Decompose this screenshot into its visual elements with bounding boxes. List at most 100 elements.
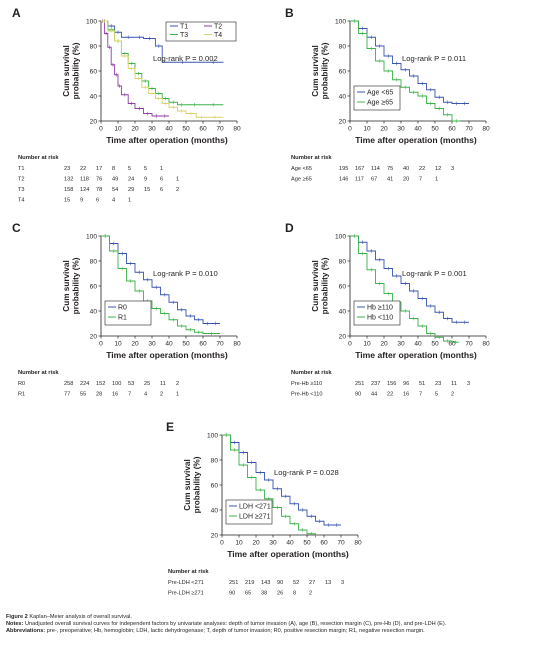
risk-cell: 12 <box>435 166 441 172</box>
x-tick-label: 50 <box>182 341 190 348</box>
panel-letter: C <box>12 221 21 235</box>
risk-cell: 1 <box>128 198 131 204</box>
risk-row-label: Age <65 <box>291 166 312 172</box>
x-tick-label: 0 <box>220 540 224 547</box>
x-tick-label: 10 <box>363 341 371 348</box>
y-tick-label: 60 <box>339 68 347 75</box>
risk-cell: 77 <box>64 392 70 398</box>
risk-row-label: T3 <box>18 187 25 193</box>
panel-letter: A <box>12 6 21 20</box>
risk-cell: 11 <box>451 381 457 387</box>
x-tick-label: 40 <box>414 126 422 133</box>
x-tick-label: 30 <box>397 126 405 133</box>
y-tick-label: 20 <box>339 118 347 125</box>
x-tick-label: 30 <box>148 341 156 348</box>
legend-label: T4 <box>214 32 222 39</box>
risk-cell: 7 <box>128 392 131 398</box>
risk-row-label: Pre-Hb ≥110 <box>291 381 322 387</box>
x-tick-label: 50 <box>431 126 439 133</box>
x-tick-label: 80 <box>482 341 490 348</box>
y-tick-label: 100 <box>335 18 346 25</box>
y-tick-label: 100 <box>86 233 97 240</box>
risk-row-label: T2 <box>18 177 25 183</box>
caption-abbreviations-label: Abbreviations: <box>6 628 46 635</box>
risk-cell: 55 <box>80 392 86 398</box>
y-tick-label: 20 <box>90 333 98 340</box>
caption-notes-text: Unadjusted overall survival curves for i… <box>24 621 447 628</box>
panel-e: E Cum survivalprobability (%) 20 40 60 80 100 0… <box>166 420 362 597</box>
risk-cell: 49 <box>112 177 118 183</box>
y-tick-label: 60 <box>90 283 98 290</box>
risk-cell: 4 <box>144 392 147 398</box>
x-tick-label: 10 <box>363 126 371 133</box>
x-tick-label: 40 <box>286 540 294 547</box>
legend-label: T1 <box>180 24 188 31</box>
x-tick-label: 30 <box>397 341 405 348</box>
risk-cell: 158 <box>64 187 73 193</box>
risk-cell: 17 <box>96 166 102 172</box>
x-tick-label: 0 <box>99 126 103 133</box>
risk-cell: 28 <box>96 392 102 398</box>
x-axis-title: Time after operation (months) <box>227 549 349 559</box>
x-tick-label: 10 <box>235 540 243 547</box>
risk-row-label: R0 <box>18 381 25 387</box>
y-axis-title-line: probability (%) <box>72 42 81 99</box>
risk-cell: 251 <box>355 381 364 387</box>
risk-cell: 132 <box>64 177 73 183</box>
risk-cell: 90 <box>277 580 283 586</box>
risk-cell: 2 <box>160 392 163 398</box>
series-line-t4 <box>101 20 224 118</box>
risk-cell: 75 <box>387 166 393 172</box>
risk-cell: 67 <box>371 177 377 183</box>
y-tick-label: 100 <box>86 18 97 25</box>
y-tick-label: 80 <box>90 43 98 50</box>
legend-label: T2 <box>214 24 222 31</box>
y-tick-label: 100 <box>335 233 346 240</box>
risk-cell: 3 <box>451 166 454 172</box>
risk-cell: 117 <box>355 177 364 183</box>
x-tick-label: 20 <box>131 126 139 133</box>
caption-abbreviations-text: pre-, preoperative; Hb, hemoglobin; LDH,… <box>46 628 425 635</box>
x-tick-label: 40 <box>165 126 173 133</box>
x-tick-label: 20 <box>131 341 139 348</box>
legend-label: Hb ≥110 <box>367 305 393 312</box>
risk-table-title: Number at risk <box>291 155 332 161</box>
y-tick-label: 60 <box>211 482 219 489</box>
x-tick-label: 50 <box>431 341 439 348</box>
risk-table-title: Number at risk <box>168 569 209 575</box>
risk-cell: 5 <box>128 166 131 172</box>
panel-c: C Cum survivalprobability (%) 20 40 60 80 100 0… <box>12 221 241 398</box>
x-tick-label: 70 <box>216 341 224 348</box>
legend: T1 T2 T3 T4 <box>165 21 237 42</box>
y-axis-title: Cum survivalprobability (%) <box>62 257 81 314</box>
caption-title-label: Figure 2 <box>6 614 28 620</box>
y-tick-label: 40 <box>339 308 347 315</box>
legend-label: Hb <110 <box>367 315 393 322</box>
risk-cell: 9 <box>144 177 147 183</box>
legend-label: R0 <box>118 305 127 312</box>
x-tick-label: 30 <box>148 126 156 133</box>
risk-row-label: T1 <box>18 166 25 172</box>
risk-cell: 251 <box>229 580 238 586</box>
risk-cell: 11 <box>160 381 166 387</box>
legend-label: R1 <box>118 315 127 322</box>
risk-cell: 22 <box>387 392 393 398</box>
x-tick-label: 80 <box>233 341 241 348</box>
risk-cell: 1 <box>176 177 179 183</box>
caption-title-text: Kaplan–Meier analysis of overall surviva… <box>29 614 132 620</box>
risk-cell: 1 <box>435 177 438 183</box>
risk-cell: 90 <box>229 591 235 597</box>
risk-cell: 7 <box>419 392 422 398</box>
x-tick-label: 20 <box>380 341 388 348</box>
series-line-t2 <box>101 20 169 117</box>
x-tick-label: 50 <box>303 540 311 547</box>
legend-box <box>225 499 273 525</box>
legend-label: LDH ≥271 <box>239 514 271 521</box>
y-tick-label: 80 <box>339 43 347 50</box>
series-line-hb-110 <box>350 235 459 343</box>
legend: LDH <271 LDH ≥271 <box>225 499 273 525</box>
risk-table: Number at risk Pre-LDH <271 251 219 143 90 52 2… <box>168 569 344 597</box>
